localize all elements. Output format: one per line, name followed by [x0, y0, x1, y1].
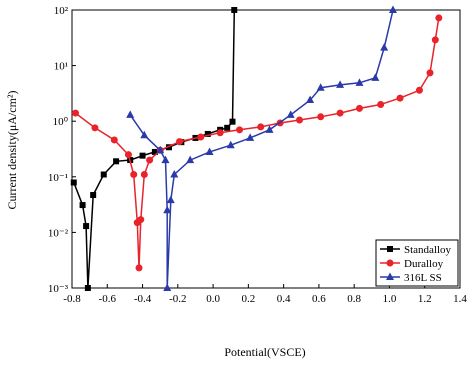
data-point: [286, 110, 295, 118]
data-point: [257, 123, 265, 131]
data-point: [396, 94, 404, 102]
data-point: [316, 83, 325, 91]
data-point: [176, 138, 184, 146]
data-point: [377, 100, 385, 108]
x-axis-label: Potential(VSCE): [224, 345, 305, 359]
data-point: [72, 109, 80, 117]
data-point: [100, 171, 107, 178]
data-point: [236, 126, 244, 134]
y-tick-label: 10¹: [54, 61, 68, 73]
data-point: [113, 158, 120, 165]
x-tick-label: 1.2: [418, 293, 432, 305]
x-tick-label: -0.2: [169, 293, 186, 305]
series-line: [75, 17, 440, 268]
data-point: [166, 144, 172, 151]
data-point: [90, 192, 97, 199]
data-point: [226, 140, 235, 149]
data-point: [130, 170, 138, 178]
data-point: [197, 133, 205, 141]
data-point: [204, 130, 211, 137]
data-point: [110, 136, 118, 144]
x-tick-label: 0.0: [206, 293, 220, 305]
data-point: [426, 69, 434, 77]
legend-label: Duralloy: [404, 258, 444, 270]
data-point: [231, 7, 238, 13]
data-point: [306, 95, 315, 104]
data-point: [229, 118, 236, 125]
plot-frame: [71, 9, 461, 289]
x-tick-label: -0.4: [134, 293, 152, 305]
legend-label: Standalloy: [404, 244, 452, 256]
data-point: [161, 155, 170, 164]
data-point: [317, 113, 325, 121]
y-tick-label: 10⁻¹: [48, 172, 68, 184]
data-point: [83, 223, 90, 230]
data-point: [296, 116, 304, 124]
data-point: [79, 202, 86, 209]
data-point: [205, 147, 214, 155]
data-point: [126, 110, 135, 118]
legend-marker: [387, 246, 393, 252]
data-point: [140, 170, 148, 178]
x-tick-label: -0.8: [63, 293, 81, 305]
data-point: [84, 285, 91, 291]
data-point: [246, 133, 255, 141]
data-point: [371, 73, 380, 81]
data-point: [355, 104, 363, 112]
data-point: [265, 125, 274, 133]
data-point: [124, 151, 132, 159]
y-tick-label: 10²: [54, 5, 69, 17]
data-point: [135, 264, 143, 272]
data-point: [166, 195, 175, 204]
x-tick-label: -0.6: [99, 293, 117, 305]
y-tick-label: 10⁻³: [48, 283, 69, 295]
data-point: [336, 80, 345, 88]
data-point: [170, 169, 179, 178]
legend-label: 316L SS: [404, 272, 442, 284]
data-point: [139, 152, 146, 159]
data-point: [336, 109, 344, 117]
x-tick-label: 0.6: [312, 293, 326, 305]
data-point: [137, 216, 145, 224]
data-point: [146, 156, 154, 164]
data-point: [388, 5, 397, 13]
legend-marker: [386, 259, 394, 267]
data-point: [355, 78, 364, 86]
data-point: [186, 155, 195, 164]
y-tick-label: 10⁻²: [48, 227, 69, 239]
data-point: [216, 129, 224, 137]
y-tick-label: 10⁰: [53, 116, 69, 128]
data-point: [91, 124, 99, 132]
data-point: [151, 148, 158, 155]
data-point: [380, 43, 389, 51]
x-tick-label: 0.8: [347, 293, 361, 305]
data-point: [163, 205, 172, 214]
data-point: [140, 130, 149, 139]
legend-marker: [386, 272, 394, 280]
data-point: [415, 86, 423, 94]
x-tick-label: 1.4: [453, 293, 467, 305]
data-point: [163, 283, 172, 291]
x-tick-label: 0.4: [277, 293, 291, 305]
data-point: [70, 179, 77, 186]
data-point: [435, 14, 443, 22]
x-tick-label: 1.0: [383, 293, 397, 305]
data-point: [431, 36, 439, 44]
data-point: [224, 124, 231, 131]
data-point: [156, 145, 165, 154]
x-tick-label: 0.2: [241, 293, 255, 305]
y-axis-label: Current density(μA/cm²): [5, 90, 19, 209]
